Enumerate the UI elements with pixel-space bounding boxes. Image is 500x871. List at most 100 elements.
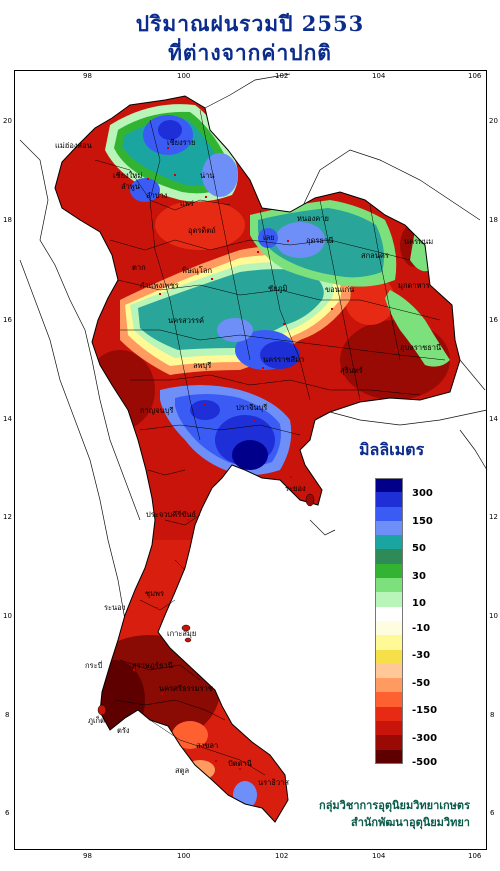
legend-label: -10 [412, 623, 431, 634]
province-label: เลย [263, 233, 275, 242]
color-legend [375, 478, 403, 764]
lat-tick-10-right: 10 [489, 612, 498, 620]
province-borders [94, 109, 446, 776]
province-label: สุรินทร์ [340, 366, 363, 375]
lon-tick-104-top: 104 [372, 72, 386, 80]
lon-tick-100-bottom: 100 [177, 852, 191, 860]
lon-tick-100-top: 100 [177, 72, 191, 80]
lat-tick-20-right: 20 [489, 117, 498, 125]
lat-tick-8-left: 8 [5, 711, 10, 719]
lat-tick-14-right: 14 [489, 415, 498, 423]
province-label: นครราชสีมา [263, 355, 305, 364]
map-title-line1: ปริมาณฝนรวมปี 2553 [135, 11, 365, 36]
legend-label: 150 [412, 516, 433, 527]
legend-swatch [375, 620, 403, 636]
legend-label: -500 [412, 757, 438, 768]
province-label: แพร่ [180, 199, 194, 208]
province-label: นครพนม [404, 237, 434, 246]
province-label: กาญจนบุรี [140, 406, 174, 415]
lat-tick-18-right: 18 [489, 216, 498, 224]
province-label: สตูล [175, 766, 190, 775]
province-label: สุราษฎร์ธานี [132, 661, 173, 670]
legend-label: 300 [412, 488, 433, 499]
lat-tick-12-right: 12 [489, 513, 498, 521]
province-label: มุกดาหาร [398, 281, 430, 290]
legend-swatch [375, 592, 403, 607]
lat-tick-6-left: 6 [5, 809, 10, 817]
lon-tick-106-top: 106 [468, 72, 482, 80]
lat-tick-6-right: 6 [490, 809, 495, 817]
province-label: เชียงราย [167, 138, 196, 147]
lat-tick-18-left: 18 [3, 216, 12, 224]
islands [97, 493, 315, 716]
province-label: ระนอง [104, 603, 126, 612]
legend-swatch [375, 649, 403, 664]
province-label: ปัตตานี [228, 759, 252, 768]
legend-swatch [375, 578, 403, 593]
province-label: หนองคาย [297, 214, 329, 223]
legend-label: 10 [412, 598, 426, 609]
lon-tick-104-bottom: 104 [372, 852, 386, 860]
province-label: ลำพูน [121, 182, 140, 191]
lat-tick-20-left: 20 [3, 117, 12, 125]
lon-tick-106-bottom: 106 [468, 852, 482, 860]
province-label: ตรัง [117, 726, 130, 735]
province-label: อุตรดิตถ์ [188, 226, 216, 235]
province-label: กระบี่ [85, 661, 103, 670]
legend-label: -50 [412, 678, 431, 689]
legend-swatch [375, 535, 403, 550]
legend-swatch [375, 563, 403, 579]
lat-tick-10-left: 10 [3, 612, 12, 620]
province-label: ลพบุรี [193, 361, 212, 370]
province-label: พิษณุโลก [182, 266, 213, 275]
legend-swatch [375, 678, 403, 693]
legend-swatch [375, 506, 403, 521]
province-label: อุดรธานี [306, 236, 334, 245]
legend-swatch [375, 706, 403, 722]
province-label: เชียงใหม่ [113, 171, 143, 180]
neighbour-borders [19, 73, 488, 621]
province-label: เกาะสมุย [167, 629, 197, 638]
legend-swatch [375, 749, 403, 764]
lat-tick-12-left: 12 [3, 513, 12, 521]
province-label: สกลนคร [361, 251, 389, 260]
province-label: ภูเก็ต [88, 716, 105, 725]
lon-tick-98-top: 98 [83, 72, 92, 80]
credit-line2: สำนักพัฒนาอุตุนิยมวิทยา [351, 816, 470, 829]
legend-swatch [375, 635, 403, 650]
legend-label: 50 [412, 543, 426, 554]
legend-swatch [375, 721, 403, 736]
thailand-border [54, 95, 461, 823]
lat-tick-8-right: 8 [490, 711, 495, 719]
province-label: น่าน [200, 171, 215, 180]
legend-swatch [375, 478, 403, 493]
legend-title: มิลลิเมตร [359, 440, 425, 459]
lat-tick-16-left: 16 [3, 316, 12, 324]
legend-label: -300 [412, 733, 438, 744]
province-label: ขอนแก่น [325, 285, 355, 294]
province-label: กำแพงเพชร [140, 281, 179, 290]
credit-line1: กลุ่มวิชาการอุตุนิยมวิทยาเกษตร [319, 799, 470, 812]
province-label: นราธิวาส [258, 778, 289, 787]
map-frame [14, 70, 487, 850]
province-label: ปราจีนบุรี [236, 403, 268, 412]
province-label: ประจวบคีรีขันธ์ [146, 510, 197, 519]
lat-tick-16-right: 16 [489, 316, 498, 324]
legend-swatch [375, 606, 403, 621]
legend-label: -150 [412, 705, 438, 716]
legend-label: 30 [412, 571, 426, 582]
legend-swatch [375, 735, 403, 750]
province-label: อุบลราชธานี [400, 343, 442, 352]
province-label: ลำปาง [146, 191, 168, 200]
legend-swatch [375, 520, 403, 536]
province-label: ตาก [132, 263, 146, 272]
legend-swatch [375, 492, 403, 507]
province-label: ชัยภูมิ [268, 284, 288, 293]
lon-tick-102-bottom: 102 [275, 852, 289, 860]
legend-label: -30 [412, 650, 431, 661]
lon-tick-98-bottom: 98 [83, 852, 92, 860]
province-label: ชุมพร [145, 589, 165, 598]
station-markers [133, 147, 397, 770]
lat-tick-14-left: 14 [3, 415, 12, 423]
province-label: ระยอง [285, 484, 306, 493]
